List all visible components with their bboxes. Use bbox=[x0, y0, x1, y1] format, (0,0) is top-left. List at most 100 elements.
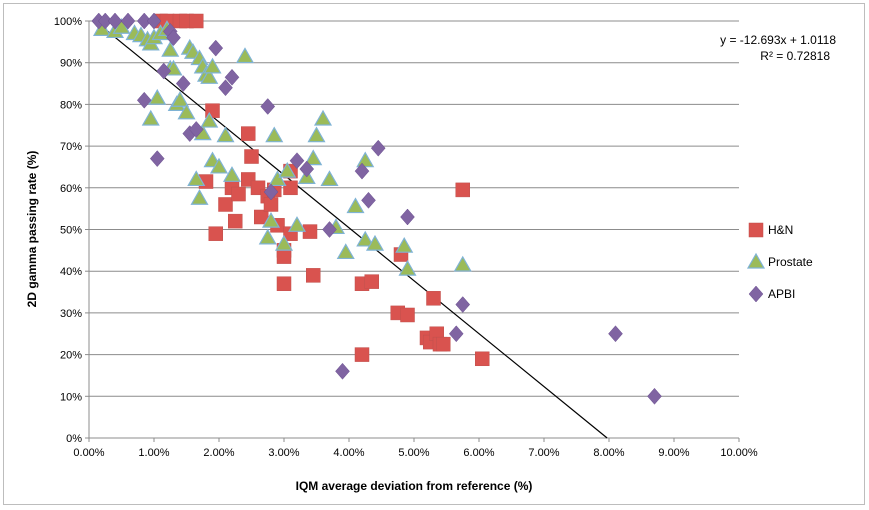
axes bbox=[85, 20, 740, 442]
data-point bbox=[235, 47, 255, 64]
x-tick-label: 2.00% bbox=[203, 447, 234, 459]
x-tick-label: 6.00% bbox=[463, 447, 494, 459]
data-point bbox=[365, 234, 385, 251]
data-point bbox=[175, 75, 191, 92]
data-point bbox=[335, 362, 350, 380]
data-point bbox=[354, 162, 370, 180]
data-point bbox=[244, 149, 259, 164]
data-point bbox=[320, 170, 339, 187]
data-point bbox=[209, 157, 229, 174]
data-point bbox=[287, 216, 307, 232]
data-point bbox=[426, 291, 441, 306]
chart-frame: 0% 10% 20% 30% 40% 50% 60% 70% 80% 90% 100% 0.00% 1.… bbox=[3, 3, 865, 505]
data-point bbox=[455, 296, 471, 313]
data-point bbox=[356, 230, 375, 247]
y-tick-label: 60% bbox=[60, 183, 82, 195]
x-tick-label: 9.00% bbox=[658, 447, 689, 459]
y-axis-title: 2D gamma passing rate (%) bbox=[25, 151, 39, 308]
data-point bbox=[647, 387, 662, 405]
data-point bbox=[306, 268, 321, 283]
data-point bbox=[241, 126, 256, 141]
series-triangle bbox=[92, 18, 472, 276]
data-point bbox=[189, 13, 204, 29]
data-point bbox=[177, 103, 196, 120]
data-point bbox=[299, 160, 315, 178]
data-point bbox=[307, 126, 326, 143]
data-point bbox=[364, 274, 379, 289]
series-diamond bbox=[91, 12, 662, 405]
data-point bbox=[166, 29, 181, 47]
data-point bbox=[453, 255, 472, 272]
trendline-equation: y = -12.693x + 1.0118 bbox=[720, 33, 836, 47]
data-point bbox=[146, 12, 162, 30]
y-tick-label: 20% bbox=[60, 350, 82, 362]
data-point bbox=[361, 191, 376, 209]
data-point bbox=[336, 243, 355, 260]
data-point bbox=[203, 57, 222, 74]
data-point bbox=[200, 68, 219, 84]
data-point bbox=[455, 182, 470, 198]
data-point bbox=[268, 170, 287, 187]
data-point bbox=[97, 12, 113, 30]
data-point bbox=[608, 325, 623, 343]
data-point bbox=[231, 186, 246, 202]
data-point bbox=[190, 189, 209, 205]
data-point bbox=[200, 111, 219, 128]
data-point bbox=[283, 180, 298, 196]
legend-label: Prostate bbox=[768, 255, 813, 269]
data-point bbox=[161, 40, 180, 57]
x-tick-label: 4.00% bbox=[333, 447, 364, 459]
scatter-chart: 0% 10% 20% 30% 40% 50% 60% 70% 80% 90% 100% 0.00% 1.… bbox=[25, 12, 836, 493]
y-tick-label: 80% bbox=[60, 99, 82, 111]
x-tick-label: 5.00% bbox=[398, 447, 429, 459]
y-tick-label: 50% bbox=[60, 225, 82, 237]
data-point bbox=[346, 197, 365, 214]
data-point bbox=[141, 109, 160, 126]
data-point bbox=[448, 325, 464, 343]
data-point bbox=[263, 183, 279, 201]
legend-marker bbox=[746, 252, 766, 269]
legend-label: APBI bbox=[768, 287, 795, 301]
y-tick-label: 100% bbox=[54, 16, 82, 28]
data-point bbox=[120, 12, 136, 30]
data-point bbox=[261, 211, 281, 228]
data-point bbox=[136, 12, 152, 30]
data-point bbox=[258, 228, 277, 245]
legend-label: H&N bbox=[768, 223, 793, 237]
data-point bbox=[218, 79, 233, 97]
y-tick-label: 0% bbox=[66, 433, 82, 445]
x-tick-label: 7.00% bbox=[528, 447, 559, 459]
legend-marker bbox=[748, 285, 764, 303]
data-point bbox=[356, 151, 375, 168]
data-point bbox=[400, 307, 415, 323]
data-point bbox=[400, 208, 415, 226]
y-tick-label: 10% bbox=[60, 391, 82, 403]
data-point bbox=[208, 39, 224, 57]
data-point bbox=[156, 62, 172, 80]
data-point bbox=[188, 121, 204, 138]
gridlines bbox=[89, 20, 739, 397]
data-point bbox=[304, 149, 323, 166]
data-point bbox=[354, 347, 370, 362]
data-point bbox=[398, 259, 417, 276]
data-point bbox=[278, 161, 297, 178]
trendline bbox=[98, 23, 608, 439]
data-point bbox=[289, 152, 305, 170]
data-point bbox=[218, 197, 233, 212]
y-tick-label: 40% bbox=[60, 266, 82, 278]
data-point bbox=[322, 221, 337, 238]
legend-marker bbox=[748, 222, 764, 238]
x-tick-label: 1.00% bbox=[138, 447, 169, 459]
data-point bbox=[149, 150, 165, 167]
data-point bbox=[107, 12, 123, 30]
data-point bbox=[260, 98, 276, 115]
tick-labels: 0% 10% 20% 30% 40% 50% 60% 70% 80% 90% 100% 0.00% 1.… bbox=[54, 16, 758, 459]
trendline-r-squared: R² = 0.72818 bbox=[760, 49, 830, 63]
data-point bbox=[276, 276, 292, 291]
data-point bbox=[370, 139, 386, 157]
x-tick-label: 10.00% bbox=[720, 447, 758, 459]
x-axis-title: IQM average deviation from reference (%) bbox=[296, 479, 533, 493]
data-point bbox=[274, 234, 294, 251]
y-tick-label: 70% bbox=[60, 141, 82, 153]
x-tick-label: 3.00% bbox=[268, 447, 299, 459]
